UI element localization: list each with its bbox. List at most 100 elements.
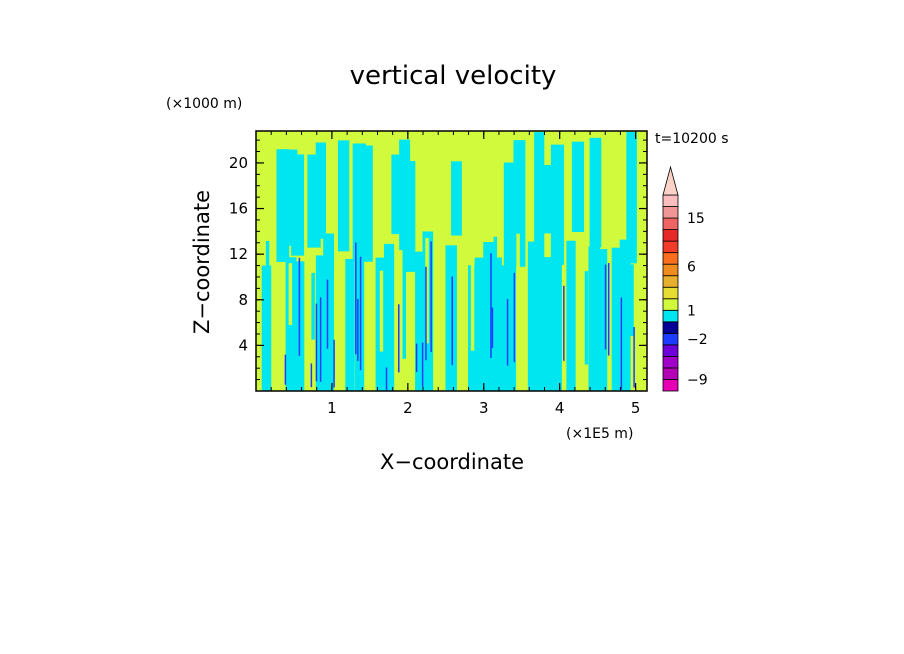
field-cell: [630, 264, 634, 336]
colorbar-label: 1: [687, 303, 696, 319]
field-cell: [323, 233, 335, 391]
x-axis-unit: (×1E5 m): [566, 426, 633, 442]
field-cell: [551, 246, 562, 391]
colorbar-bin: [662, 344, 679, 357]
y-tick-label: 8: [238, 291, 248, 309]
field-cell: [543, 257, 555, 391]
field-cell: [451, 161, 462, 236]
colorbar-bin: [662, 217, 679, 230]
field-cell: [513, 140, 526, 267]
field-cell: [542, 164, 554, 234]
field-cell: [356, 244, 361, 340]
y-axis-title: Z−coordinate: [190, 190, 214, 334]
field-cell: [597, 249, 608, 391]
field-cell: [288, 263, 293, 326]
colorbar-bin: [662, 367, 679, 380]
field-cell: [571, 141, 585, 233]
updraft-filament: [333, 339, 335, 388]
updraft-filament: [415, 343, 418, 373]
colorbar-label: −9: [687, 372, 708, 388]
field-cell: [566, 240, 576, 391]
field-cell: [334, 271, 338, 326]
updraft-filament: [451, 276, 454, 366]
updraft-filament: [398, 304, 400, 373]
field-cell: [503, 162, 515, 277]
updraft-filament: [326, 279, 329, 349]
y-tick-label: 20: [229, 154, 248, 172]
updraft-filament: [506, 298, 509, 366]
colorbar-label: −2: [687, 332, 708, 348]
y-tick-label: 4: [238, 336, 248, 354]
colorbar-bin: [662, 286, 679, 300]
updraft-filament: [421, 342, 424, 387]
field-cell: [550, 144, 565, 267]
colorbar-bin: [662, 229, 679, 242]
field-cell: [425, 237, 429, 344]
colorbar-bin: [662, 379, 679, 392]
field-cell: [584, 271, 589, 365]
field-cell: [516, 233, 520, 358]
updraft-filament: [359, 256, 362, 371]
field-cell: [588, 246, 600, 391]
colorbar-bin: [662, 275, 679, 288]
updraft-filament: [357, 298, 359, 361]
chart-title: vertical velocity: [350, 61, 557, 91]
colorbar-bin: [662, 252, 679, 265]
updraft-filament: [425, 266, 427, 361]
x-tick-label: 5: [631, 399, 641, 417]
x-tick-label: 3: [479, 399, 489, 417]
updraft-filament: [284, 354, 287, 385]
field-cell: [415, 251, 424, 391]
field-cell: [527, 241, 539, 391]
field-cell: [402, 249, 406, 359]
field-cell: [470, 231, 475, 351]
colorbar-bin: [662, 206, 679, 219]
field-cell: [291, 154, 305, 256]
updraft-filament: [430, 241, 432, 353]
updraft-filament: [513, 272, 516, 363]
field-cell: [448, 271, 452, 364]
colorbar-bin: [662, 263, 679, 277]
y-tick-label: 16: [229, 200, 248, 218]
field-cell: [539, 271, 543, 362]
y-axis-unit: (×1000 m): [166, 96, 242, 112]
updraft-filament: [319, 297, 322, 382]
x-tick-label: 1: [327, 399, 337, 417]
y-axis: 4 8 12 16 20: [229, 139, 647, 381]
updraft-filament: [355, 242, 357, 355]
field-cell: [292, 261, 305, 391]
x-tick-label: 2: [403, 399, 413, 417]
field-cell: [311, 272, 315, 340]
colorbar: −9 −2 1 6 15: [662, 165, 708, 392]
updraft-filament: [491, 307, 494, 348]
updraft-filament: [604, 264, 607, 350]
field-cell: [611, 247, 622, 391]
colorbar-extend-arrow: [662, 165, 679, 196]
field-cell: [474, 257, 485, 391]
field-cell: [534, 132, 545, 272]
field-cell: [619, 239, 631, 391]
updraft-filament: [298, 257, 301, 356]
field-cell: [483, 242, 495, 391]
updraft-filament: [633, 327, 635, 388]
x-axis-title: X−coordinate: [380, 450, 524, 474]
y-tick-label: 12: [229, 245, 248, 263]
field-cell: [383, 243, 395, 391]
time-label: t=10200 s: [655, 131, 729, 147]
field-cell: [589, 137, 602, 248]
field-cell: [505, 232, 517, 391]
x-axis: 1 2 3 4 5: [270, 131, 641, 417]
plot-frame: [255, 130, 648, 392]
field-cell: [405, 161, 416, 272]
x-tick-label: 4: [555, 399, 565, 417]
velocity-field: [256, 131, 647, 391]
field-cell: [337, 140, 350, 252]
colorbar-label: 15: [687, 211, 705, 227]
colorbar-bin: [662, 356, 679, 369]
field-cell: [399, 139, 411, 251]
field-cell: [345, 258, 355, 391]
field-cell: [626, 131, 637, 264]
colorbar-bin: [662, 298, 679, 311]
updraft-filament: [315, 303, 318, 382]
